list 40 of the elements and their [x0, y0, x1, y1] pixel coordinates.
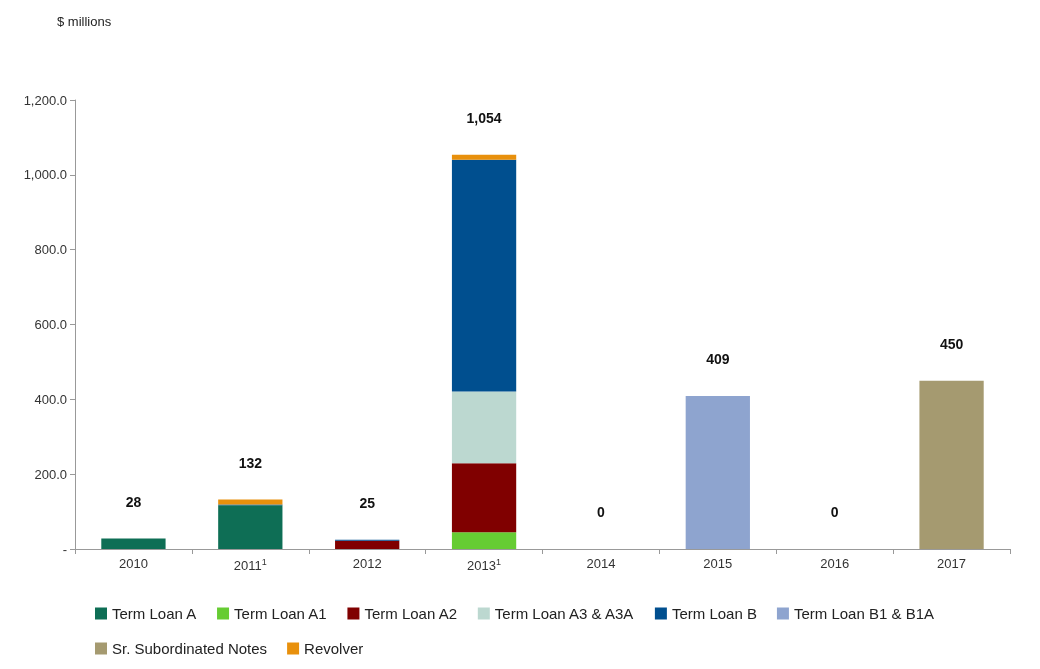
bar — [685, 395, 750, 549]
bar — [218, 505, 283, 549]
bar — [451, 154, 517, 160]
total-label: 1,054 — [466, 109, 502, 126]
total-label: 28 — [125, 493, 142, 510]
bar — [451, 391, 517, 464]
legend-label: Term Loan A1 — [234, 605, 327, 622]
total-label: 132 — [238, 454, 263, 471]
bar — [101, 538, 166, 549]
y-tick-label: 600.0 — [34, 317, 67, 332]
y-tick-label: 1,200.0 — [23, 92, 67, 108]
y-tick-label: 400.0 — [34, 391, 67, 407]
legend-label: Term Loan B — [671, 605, 757, 622]
total-label: 409 — [706, 350, 730, 367]
total-label: 450 — [939, 335, 964, 352]
bar — [451, 463, 517, 533]
legend-label: Term Loan A2 — [364, 605, 457, 622]
legend-label: Revolver — [304, 640, 364, 657]
y-tick-label: 200.0 — [34, 466, 67, 482]
text: 0 — [597, 504, 605, 520]
y-tick-label: - — [62, 541, 67, 557]
y-axis-title: $ millions — [57, 14, 112, 29]
x-tick-label: 2015 — [703, 556, 733, 571]
legend-label: Term Loan A3 & A3A — [494, 605, 634, 622]
legend-label: Term Loan A — [112, 605, 197, 622]
legend-label: Term Loan B1 & B1A — [793, 605, 934, 622]
bar — [919, 380, 984, 549]
bar — [335, 540, 400, 549]
x-tick-label: 2010 — [118, 556, 148, 571]
y-tick-label: 800.0 — [34, 242, 67, 258]
text: 0 — [830, 504, 839, 520]
x-tick-label: 2016 — [820, 556, 850, 571]
bar — [451, 532, 517, 549]
x-tick-label: 2017 — [937, 556, 967, 571]
bar — [451, 159, 517, 392]
total-label: 25 — [359, 494, 376, 511]
y-tick-label: 1,000.0 — [23, 167, 67, 183]
x-tick-label: 2012 — [352, 556, 382, 571]
legend-label: Sr. Subordinated Notes — [112, 640, 268, 657]
x-tick-label: 2014 — [586, 556, 616, 571]
